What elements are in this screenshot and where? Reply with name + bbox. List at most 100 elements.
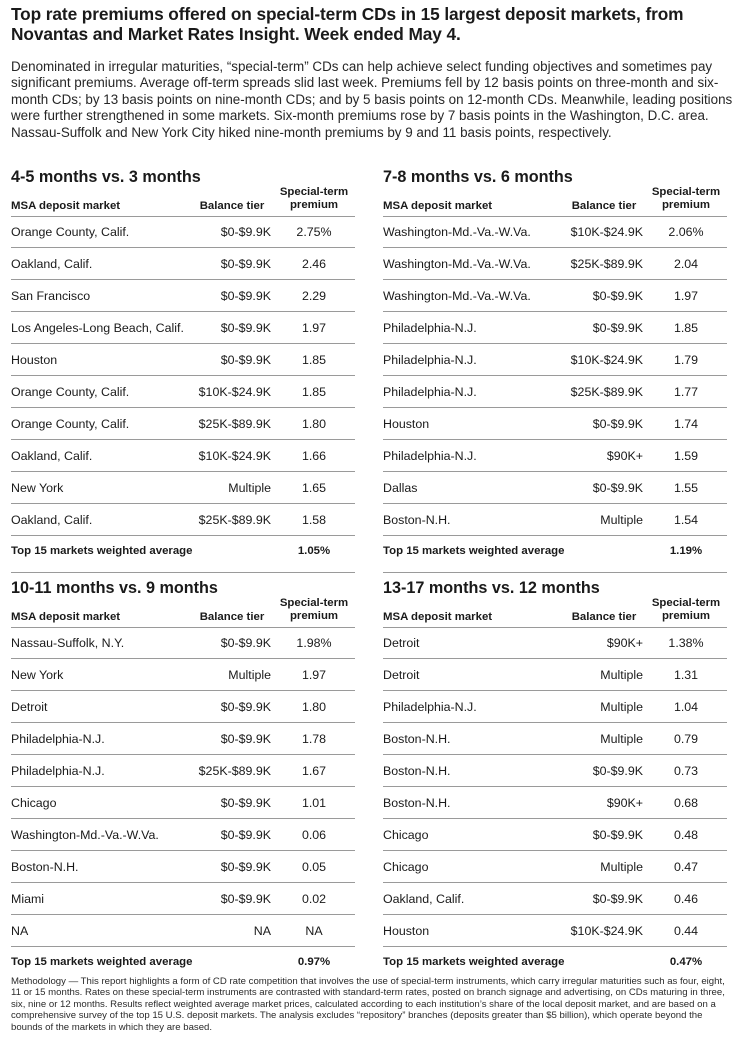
market-cell: Nassau-Suffolk, N.Y.: [11, 636, 125, 650]
premium-header-line2: premium: [661, 610, 711, 622]
table-row: Boston-N.H. Multiple 1.54: [383, 504, 727, 536]
premium-cell: 0.73: [673, 764, 699, 778]
weighted-average-row: Top 15 markets weighted average 0.97%: [11, 947, 355, 976]
tier-cell: Multiple: [600, 513, 643, 527]
premium-cell: 1.85: [301, 385, 327, 399]
table-row: Oakland, Calif. $10K-$24.9K 1.66: [11, 440, 355, 472]
market-cell: Oakland, Calif.: [383, 892, 465, 906]
premium-cell: 1.04: [673, 700, 699, 714]
table-row: Los Angeles-Long Beach, Calif. $0-$9.9K …: [11, 312, 355, 344]
tier-cell: Multiple: [600, 732, 643, 746]
weighted-average-row: Top 15 markets weighted average 1.19%: [383, 536, 727, 565]
market-cell: Orange County, Calif.: [11, 385, 130, 399]
table-row: Oakland, Calif. $0-$9.9K 2.46: [11, 248, 355, 280]
premium-cell: 1.59: [673, 449, 699, 463]
premium-cell: 1.65: [301, 481, 327, 495]
table-row: Orange County, Calif. $25K-$89.9K 1.80: [11, 408, 355, 440]
tier-cell: $10K-$24.9K: [570, 225, 643, 239]
tier-cell: Multiple: [600, 700, 643, 714]
market-cell: NA: [11, 924, 29, 938]
table-row: Miami $0-$9.9K 0.02: [11, 883, 355, 915]
tier-cell: NA: [253, 924, 271, 938]
table-row: Orange County, Calif. $0-$9.9K 2.75%: [11, 216, 355, 248]
table-body: Orange County, Calif. $0-$9.9K 2.75% Oak…: [11, 216, 355, 565]
market-cell: Chicago: [383, 828, 429, 842]
tier-cell: $25K-$89.9K: [198, 513, 271, 527]
premium-cell: 1.80: [301, 700, 327, 714]
tier-cell: $0-$9.9K: [220, 257, 271, 271]
table-row: Washington-Md.-Va.-W.Va. $0-$9.9K 0.06: [11, 819, 355, 851]
premium-cell: 2.75%: [296, 225, 332, 239]
tier-cell: $0-$9.9K: [592, 764, 643, 778]
table-row: Boston-N.H. $0-$9.9K 0.73: [383, 755, 727, 787]
premium-cell: 1.54: [673, 513, 699, 527]
tier-cell: $0-$9.9K: [220, 225, 271, 239]
premium-header-line1: Special-term: [279, 186, 349, 198]
premium-cell: 1.55: [673, 481, 699, 495]
tier-cell: $0-$9.9K: [592, 289, 643, 303]
market-cell: Philadelphia-N.J.: [383, 449, 477, 463]
premium-cell: 2.04: [673, 257, 699, 271]
table-body: Detroit $90K+ 1.38% Detroit Multiple 1.3…: [383, 627, 727, 976]
premium-cell: 1.80: [301, 417, 327, 431]
market-cell: Boston-N.H.: [383, 513, 451, 527]
market-cell: Detroit: [11, 700, 48, 714]
market-cell: Oakland, Calif.: [11, 513, 93, 527]
premium-cell: 0.47: [673, 860, 699, 874]
tier-cell: $0-$9.9K: [220, 321, 271, 335]
premium-header-line1: Special-term: [651, 186, 721, 198]
tier-column-header: Balance tier: [199, 200, 265, 212]
tier-cell: $0-$9.9K: [220, 892, 271, 906]
weighted-average-row: Top 15 markets weighted average 1.05%: [11, 536, 355, 565]
premium-cell: 1.78: [301, 732, 327, 746]
market-cell: Washington-Md.-Va.-W.Va.: [383, 289, 531, 303]
premium-cell: 0.48: [673, 828, 699, 842]
intro-paragraph: Denominated in irregular maturities, “sp…: [11, 59, 733, 140]
premium-header-line2: premium: [289, 199, 339, 211]
premium-cell: 1.85: [673, 321, 699, 335]
page-title: Top rate premiums offered on special-ter…: [11, 4, 684, 44]
market-cell: Houston: [11, 353, 58, 367]
table-row: Boston-N.H. Multiple 0.79: [383, 723, 727, 755]
market-cell: Boston-N.H.: [11, 860, 79, 874]
market-cell: Boston-N.H.: [383, 732, 451, 746]
tier-cell: $0-$9.9K: [220, 289, 271, 303]
table-row: Chicago Multiple 0.47: [383, 851, 727, 883]
tier-cell: $0-$9.9K: [592, 321, 643, 335]
tier-cell: $0-$9.9K: [592, 417, 643, 431]
market-cell: San Francisco: [11, 289, 91, 303]
premium-cell: 1.77: [673, 385, 699, 399]
table-row: San Francisco $0-$9.9K 2.29: [11, 280, 355, 312]
market-cell: Chicago: [383, 860, 429, 874]
tier-cell: $0-$9.9K: [592, 828, 643, 842]
premium-header-line1: Special-term: [651, 597, 721, 609]
premium-header-line1: Special-term: [279, 597, 349, 609]
table-title: 4-5 months vs. 3 months: [11, 168, 201, 186]
table-title: 13-17 months vs. 12 months: [383, 579, 600, 597]
market-cell: Philadelphia-N.J.: [383, 700, 477, 714]
premium-cell: 1.97: [301, 668, 327, 682]
tier-column-header: Balance tier: [199, 611, 265, 623]
premium-cell: 1.67: [301, 764, 327, 778]
tier-cell: $0-$9.9K: [220, 860, 271, 874]
average-value: 1.05%: [297, 545, 331, 557]
average-value: 0.97%: [297, 956, 331, 968]
premium-column-header: Special-term premium: [645, 597, 727, 623]
tier-cell: $0-$9.9K: [592, 481, 643, 495]
premium-cell: 1.97: [301, 321, 327, 335]
table-row: Washington-Md.-Va.-W.Va. $25K-$89.9K 2.0…: [383, 248, 727, 280]
tier-cell: $10K-$24.9K: [198, 385, 271, 399]
table-row: Nassau-Suffolk, N.Y. $0-$9.9K 1.98%: [11, 627, 355, 659]
premium-cell: 2.29: [301, 289, 327, 303]
market-cell: Orange County, Calif.: [11, 225, 130, 239]
market-column-header: MSA deposit market: [383, 611, 493, 623]
table-body: Washington-Md.-Va.-W.Va. $10K-$24.9K 2.0…: [383, 216, 727, 565]
table-title: 10-11 months vs. 9 months: [11, 579, 218, 597]
market-cell: Washington-Md.-Va.-W.Va.: [11, 828, 159, 842]
premium-cell: 2.46: [301, 257, 327, 271]
market-cell: Philadelphia-N.J.: [11, 764, 105, 778]
premium-cell: 1.98%: [296, 636, 332, 650]
table-row: Washington-Md.-Va.-W.Va. $10K-$24.9K 2.0…: [383, 216, 727, 248]
table-row: Houston $0-$9.9K 1.74: [383, 408, 727, 440]
premium-cell: 1.31: [673, 668, 699, 682]
